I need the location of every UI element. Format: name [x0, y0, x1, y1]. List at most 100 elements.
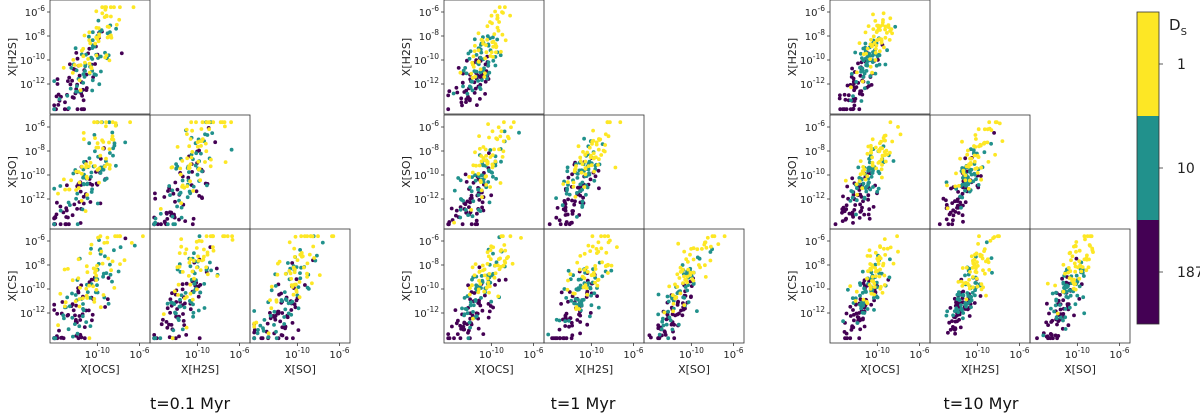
scatter-point [956, 211, 961, 215]
scatter-point [876, 262, 881, 266]
scatter-point [867, 248, 872, 253]
corner-plot-0: 10-610-810-1010-12X[H2S]10-610-810-1010-… [6, 0, 351, 376]
scatter-point [870, 265, 875, 269]
scatter-point [78, 221, 83, 225]
scatter-point [181, 319, 186, 323]
scatter-point [597, 157, 601, 162]
scatter-point [1084, 268, 1089, 273]
scatter-point [579, 303, 584, 308]
scatter-point [695, 247, 700, 252]
scatter-point [557, 218, 562, 223]
scatter-point [976, 155, 981, 160]
scatter-point [66, 327, 71, 332]
scatter-point [487, 309, 492, 314]
scatter-point [583, 172, 588, 177]
scatter-point [152, 222, 157, 227]
scatter-point [459, 197, 464, 202]
scatter-point [62, 267, 67, 272]
scatter-point [177, 198, 181, 203]
scatter-point [664, 317, 669, 322]
scatter-point [167, 184, 172, 188]
scatter-point [196, 159, 201, 164]
scatter-point [458, 207, 463, 212]
scatter-point [483, 147, 488, 152]
scatter-point [586, 164, 591, 169]
scatter-point [272, 315, 277, 320]
scatter-point [467, 175, 472, 179]
scatter-point [854, 289, 859, 294]
scatter-point [873, 262, 878, 267]
scatter-point [584, 286, 589, 291]
scatter-point [107, 58, 112, 63]
scatter-point [94, 273, 99, 278]
scatter-point [982, 141, 986, 146]
scatter-point [870, 160, 875, 165]
scatter-point [471, 316, 475, 321]
scatter-point [1073, 302, 1078, 307]
scatter-point [474, 69, 479, 74]
scatter-point [308, 234, 313, 239]
scatter-point [261, 326, 265, 331]
scatter-point [970, 290, 975, 295]
scatter-point [662, 310, 667, 315]
scatter-point [547, 222, 552, 227]
scatter-point [455, 90, 460, 95]
scatter-point [106, 256, 111, 261]
scatter-point [667, 284, 672, 289]
scatter-point [283, 307, 288, 312]
scatter-point [75, 107, 80, 112]
scatter-point [75, 191, 80, 196]
scatter-point [469, 79, 474, 84]
scatter-point [567, 319, 571, 323]
scatter-point [487, 70, 492, 75]
scatter-point [588, 249, 593, 254]
scatter-point [957, 317, 961, 322]
scatter-point [159, 322, 164, 327]
scatter-point [576, 277, 581, 282]
scatter-point [458, 336, 463, 341]
scatter-point [570, 220, 574, 225]
scatter-point [1066, 266, 1071, 270]
scatter-point [187, 170, 191, 175]
scatter-point [484, 43, 488, 48]
scatter-point [862, 196, 867, 201]
scatter-point [503, 277, 508, 282]
scatter-point [569, 336, 574, 341]
scatter-point [471, 310, 475, 314]
scatter-point [882, 237, 887, 242]
scatter-point [709, 244, 713, 249]
scatter-point [883, 159, 888, 164]
scatter-point [570, 172, 574, 177]
time-label-2: t=10 Myr [943, 394, 1019, 413]
scatter-point [953, 326, 958, 330]
scatter-point [974, 177, 978, 182]
scatter-point [268, 298, 272, 302]
scatter-point [483, 56, 487, 61]
scatter-point [501, 139, 506, 144]
scatter-point [191, 258, 196, 263]
scatter-point [73, 313, 77, 318]
scatter-point [1063, 307, 1068, 311]
scatter-point [492, 32, 497, 37]
scatter-point [858, 293, 862, 298]
scatter-point [875, 23, 879, 28]
scatter-point [197, 336, 202, 341]
scatter-point [486, 63, 491, 68]
scatter-point [565, 188, 569, 193]
scatter-point [689, 294, 693, 299]
scatter-point [578, 331, 582, 336]
scatter-point [989, 256, 994, 260]
scatter-point [84, 286, 89, 291]
scatter-point [957, 184, 961, 188]
scatter-point [320, 240, 325, 245]
scatter-point [960, 191, 965, 196]
scatter-point [997, 234, 1001, 239]
scatter-point [486, 280, 491, 285]
y-tick-label: 10-12 [20, 191, 45, 206]
scatter-point [885, 48, 889, 53]
scatter-point [973, 167, 978, 171]
scatter-point [477, 265, 482, 270]
scatter-point [87, 61, 92, 66]
scatter-point [680, 313, 685, 318]
scatter-point [167, 335, 172, 340]
